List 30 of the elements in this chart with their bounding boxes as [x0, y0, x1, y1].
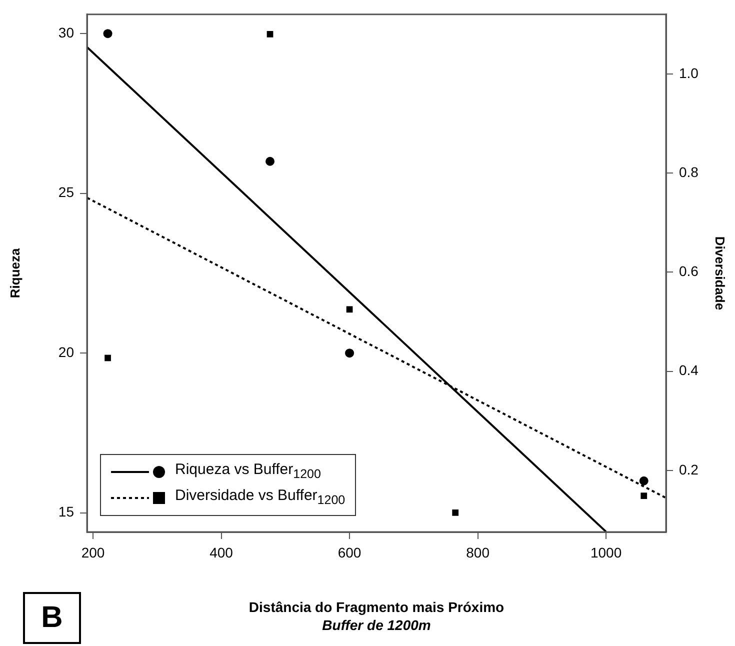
- point: [640, 492, 648, 499]
- y2-tick-label: 0.4: [679, 362, 699, 378]
- y-tick-label: 25: [58, 184, 74, 200]
- x-tick-label: 1000: [590, 544, 622, 560]
- legend-label: Diversidade vs Buffer$_{1200}$: [175, 486, 346, 509]
- point: [266, 31, 274, 38]
- x-tick-label: 400: [210, 544, 234, 560]
- y2-tick-label: 1.0: [679, 64, 699, 81]
- x-tick-label: 800: [466, 544, 490, 560]
- y2-tick-label: 0.6: [679, 263, 699, 280]
- point: [266, 156, 275, 166]
- point: [452, 509, 459, 516]
- point: [103, 29, 112, 38]
- y2-tick-label: 0.8: [679, 164, 699, 180]
- y-tick-label: 20: [58, 344, 74, 360]
- point: [639, 476, 648, 486]
- y-tick-label: 15: [58, 504, 74, 520]
- x-tick-label: 600: [338, 544, 362, 560]
- text: Buffer de 1200m: [322, 616, 431, 633]
- panel-letter-box: B: [23, 592, 81, 644]
- point: [345, 348, 354, 358]
- y-axis-title: Riqueza: [7, 248, 22, 298]
- x-tick-label: 200: [81, 544, 105, 560]
- legend-label: Riqueza vs Buffer$_{1200}$: [175, 460, 321, 483]
- y2-axis-title: Diversidade: [712, 236, 728, 310]
- x-axis-title: Distância do Fragmento mais Próximo: [248, 598, 504, 615]
- point: [104, 354, 111, 362]
- y2-tick-label: 0.2: [679, 461, 699, 478]
- y-tick-label: 30: [58, 24, 74, 40]
- point: [346, 306, 353, 313]
